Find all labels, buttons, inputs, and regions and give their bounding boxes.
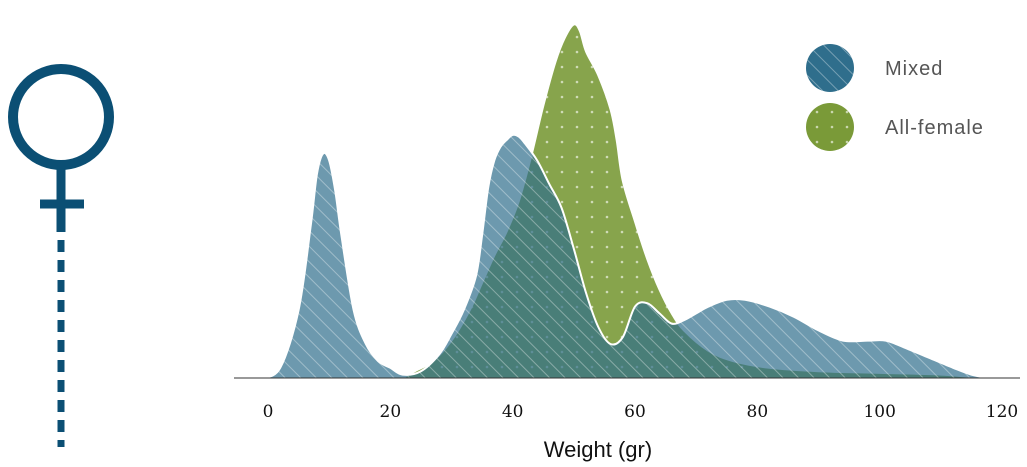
legend-swatch-pattern-all-female bbox=[806, 103, 854, 151]
x-tick-labels: 0 20 40 60 80 100 120 bbox=[263, 402, 1019, 422]
legend: Mixed All-female bbox=[806, 44, 984, 151]
x-tick-label: 60 bbox=[624, 402, 646, 422]
female-symbol-icon bbox=[8, 64, 114, 447]
legend-label-mixed: Mixed bbox=[885, 58, 943, 80]
x-tick-label: 80 bbox=[747, 402, 769, 422]
x-tick-label: 40 bbox=[502, 402, 524, 422]
series-line-mixed bbox=[261, 133, 990, 379]
x-tick-label: 0 bbox=[263, 402, 274, 422]
x-tick-label: 120 bbox=[986, 402, 1018, 422]
series-layer bbox=[261, 23, 990, 379]
x-tick-label: 100 bbox=[863, 402, 895, 422]
x-axis-label: Weight (gr) bbox=[544, 437, 652, 462]
legend-swatch-pattern-mixed bbox=[806, 44, 854, 92]
legend-label-all-female: All-female bbox=[885, 117, 984, 139]
x-tick-label: 20 bbox=[380, 402, 402, 422]
